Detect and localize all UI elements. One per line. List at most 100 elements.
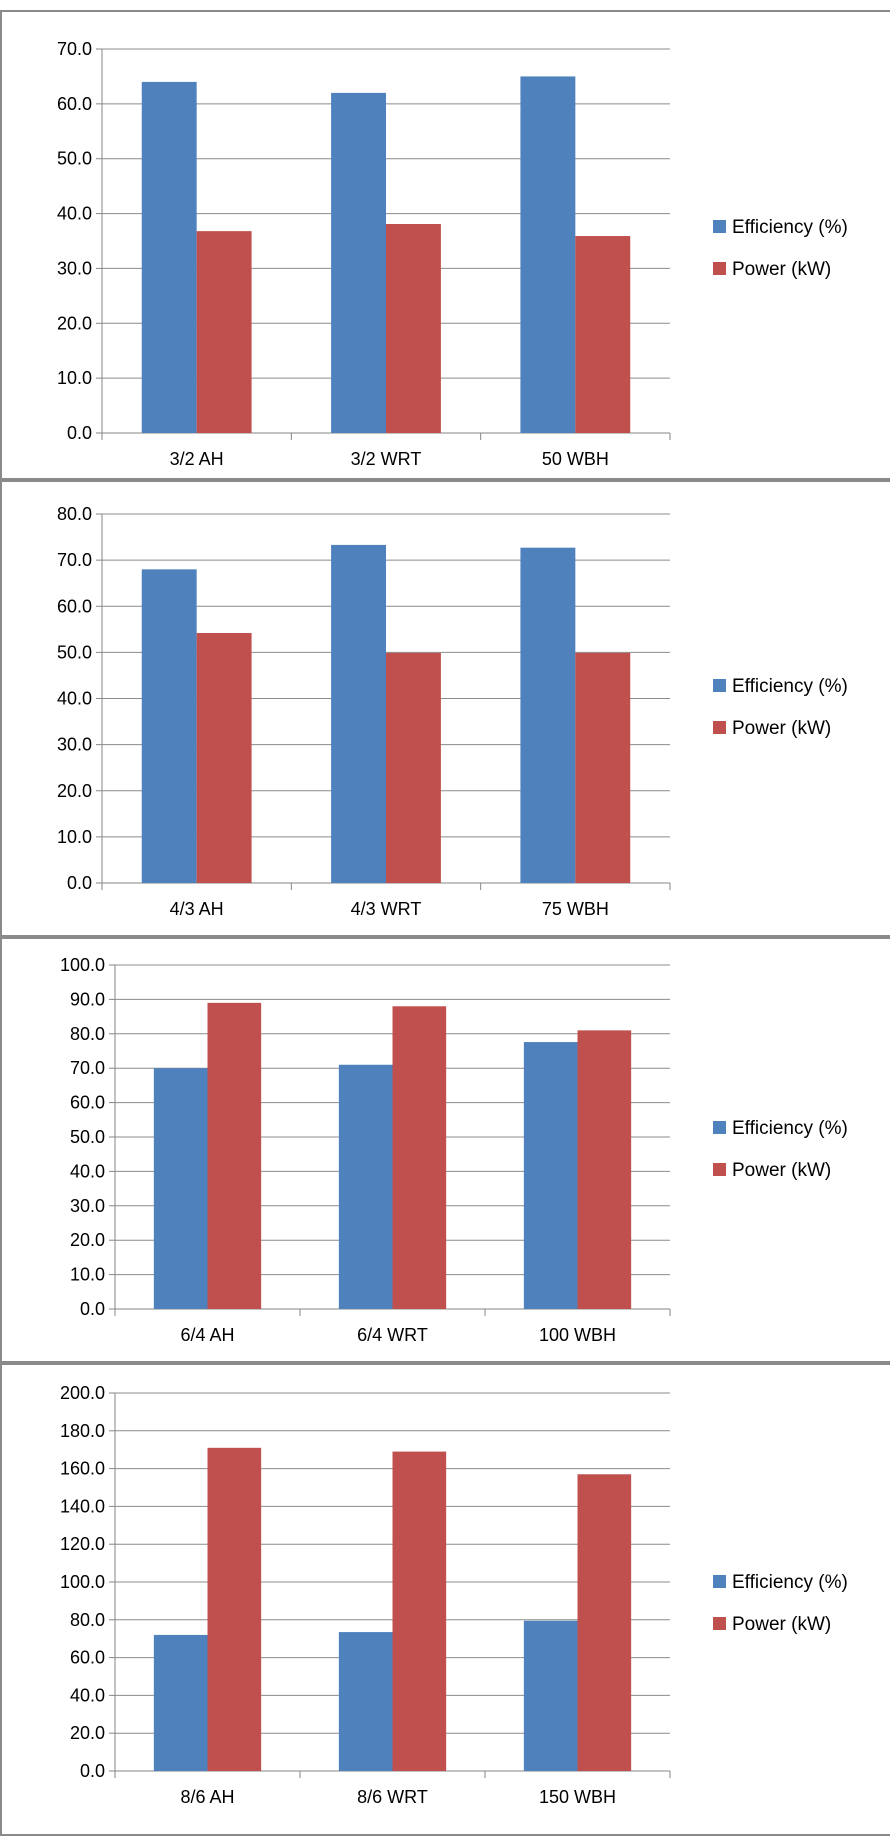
- bar-power: [386, 223, 441, 433]
- legend-swatch-power: [713, 721, 726, 734]
- bar-power: [577, 1474, 632, 1771]
- y-tick-label: 40.0: [57, 689, 92, 709]
- y-tick-label: 40.0: [70, 1685, 105, 1705]
- y-tick-label: 10.0: [57, 827, 92, 847]
- y-tick-label: 60.0: [70, 1648, 105, 1668]
- y-tick-label: 120.0: [60, 1534, 105, 1554]
- legend-label: Power (kW): [732, 1614, 831, 1635]
- y-tick-label: 20.0: [70, 1230, 105, 1250]
- y-tick-label: 0.0: [67, 423, 92, 443]
- legend-swatch-power: [713, 262, 726, 275]
- x-tick-label: 75 WBH: [542, 899, 609, 919]
- y-tick-label: 60.0: [57, 94, 92, 114]
- bar-efficiency: [331, 544, 386, 883]
- bar-power: [207, 1002, 262, 1309]
- y-tick-label: 60.0: [57, 596, 92, 616]
- y-tick-label: 40.0: [70, 1161, 105, 1181]
- chart-panel-4: 0.0 20.0 40.0 60.0 80.0 100.0 120.0 140.0 160.0 1…: [0, 1363, 890, 1836]
- legend-label: Power (kW): [732, 718, 831, 739]
- bar-power: [386, 652, 441, 883]
- bar-power: [196, 633, 252, 883]
- legend-swatch-efficiency: [713, 220, 726, 233]
- chart-panel-1: 0.0 10.0 20.0 30.0 40.0 50.0 60.0 70.0 3/2 AH 3/2…: [0, 10, 890, 480]
- y-tick-label: 80.0: [70, 1610, 105, 1630]
- y-tick-label: 100.0: [60, 955, 105, 975]
- bar-efficiency: [520, 76, 576, 433]
- x-tick-label: 6/4 AH: [180, 1325, 234, 1345]
- y-tick-label: 30.0: [70, 1196, 105, 1216]
- bar-efficiency: [520, 547, 576, 883]
- bar-efficiency: [338, 1632, 393, 1771]
- x-tick-label: 8/6 WRT: [357, 1787, 428, 1807]
- y-tick-label: 100.0: [60, 1572, 105, 1592]
- y-tick-label: 0.0: [80, 1761, 105, 1781]
- y-tick-label: 20.0: [57, 781, 92, 801]
- legend: Efficiency (%) Power (kW): [713, 217, 848, 280]
- x-tick-label: 4/3 AH: [170, 899, 224, 919]
- bar-efficiency: [523, 1042, 578, 1309]
- chart-panel-2: 0.0 10.0 20.0 30.0 40.0 50.0 60.0 70.0 80.0 4/3 A…: [0, 480, 890, 937]
- legend-label: Efficiency (%): [732, 676, 848, 697]
- bar-power: [575, 652, 631, 883]
- x-tick-label: 3/2 WRT: [351, 449, 422, 469]
- legend-label: Efficiency (%): [732, 217, 848, 238]
- bar-power: [196, 231, 252, 433]
- bar-chart-2: 0.0 10.0 20.0 30.0 40.0 50.0 60.0 70.0 80.0 4/3 A…: [57, 504, 848, 919]
- bar-power: [207, 1447, 262, 1771]
- y-tick-label: 160.0: [60, 1459, 105, 1479]
- legend-label: Efficiency (%): [732, 1572, 848, 1593]
- legend-label: Power (kW): [732, 259, 831, 280]
- bar-efficiency: [331, 92, 386, 433]
- bar-power: [392, 1451, 447, 1771]
- legend: Efficiency (%) Power (kW): [713, 1118, 848, 1181]
- x-tick-label: 50 WBH: [542, 449, 609, 469]
- y-tick-label: 60.0: [70, 1093, 105, 1113]
- legend-swatch-efficiency: [713, 679, 726, 692]
- legend: Efficiency (%) Power (kW): [713, 676, 848, 739]
- y-tick-label: 200.0: [60, 1383, 105, 1403]
- x-tick-label: 6/4 WRT: [357, 1325, 428, 1345]
- chart-panel-3: 0.0 10.0 20.0 30.0 40.0 50.0 60.0 70.0 80.0 90.0 1…: [0, 937, 890, 1363]
- bar-chart-4: 0.0 20.0 40.0 60.0 80.0 100.0 120.0 140.0 160.0 1…: [60, 1383, 848, 1807]
- y-tick-label: 20.0: [57, 313, 92, 333]
- legend-swatch-efficiency: [713, 1575, 726, 1588]
- x-tick-label: 4/3 WRT: [351, 899, 422, 919]
- y-tick-label: 50.0: [57, 642, 92, 662]
- x-tick-label: 150 WBH: [539, 1787, 616, 1807]
- y-tick-label: 50.0: [57, 149, 92, 169]
- bar-power: [575, 236, 631, 433]
- legend-swatch-power: [713, 1617, 726, 1630]
- y-tick-label: 20.0: [70, 1723, 105, 1743]
- x-tick-label: 100 WBH: [539, 1325, 616, 1345]
- y-tick-label: 0.0: [67, 873, 92, 893]
- y-tick-label: 70.0: [57, 39, 92, 59]
- y-tick-label: 70.0: [57, 550, 92, 570]
- y-tick-label: 50.0: [70, 1127, 105, 1147]
- y-tick-label: 180.0: [60, 1421, 105, 1441]
- y-tick-label: 30.0: [57, 258, 92, 278]
- y-tick-label: 0.0: [80, 1299, 105, 1319]
- y-tick-label: 80.0: [57, 504, 92, 524]
- x-tick-label: 8/6 AH: [180, 1787, 234, 1807]
- bar-efficiency: [153, 1634, 208, 1771]
- y-tick-label: 80.0: [70, 1024, 105, 1044]
- bar-chart-3: 0.0 10.0 20.0 30.0 40.0 50.0 60.0 70.0 80.0 90.0 1…: [60, 955, 848, 1345]
- y-tick-label: 30.0: [57, 735, 92, 755]
- bar-efficiency: [153, 1068, 208, 1309]
- y-tick-label: 90.0: [70, 989, 105, 1009]
- bar-power: [392, 1006, 447, 1309]
- y-tick-label: 140.0: [60, 1496, 105, 1516]
- legend-swatch-power: [713, 1163, 726, 1176]
- y-tick-label: 40.0: [57, 204, 92, 224]
- legend-swatch-efficiency: [713, 1121, 726, 1134]
- x-tick-label: 3/2 AH: [170, 449, 224, 469]
- y-tick-label: 70.0: [70, 1058, 105, 1078]
- bar-efficiency: [141, 81, 197, 434]
- legend-label: Power (kW): [732, 1160, 831, 1181]
- legend-label: Efficiency (%): [732, 1118, 848, 1139]
- legend: Efficiency (%) Power (kW): [713, 1572, 848, 1635]
- y-tick-label: 10.0: [57, 368, 92, 388]
- y-tick-label: 10.0: [70, 1265, 105, 1285]
- bar-efficiency: [141, 569, 197, 883]
